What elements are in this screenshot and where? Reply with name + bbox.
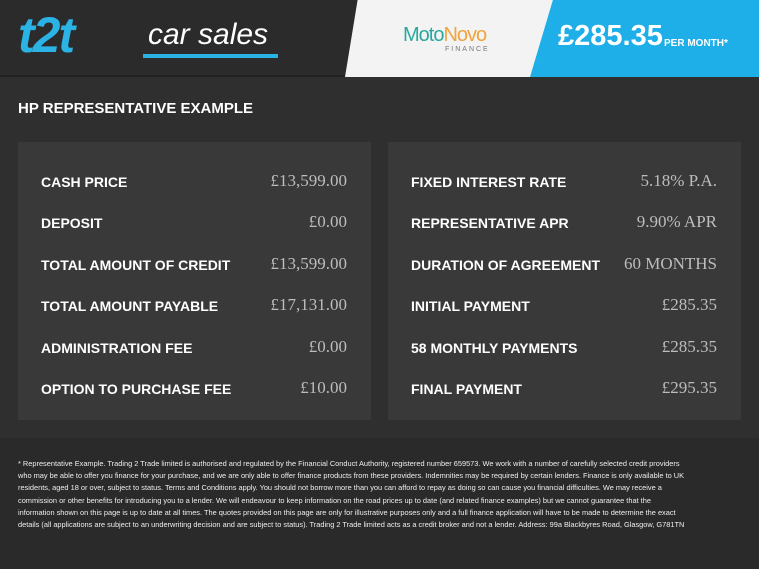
finance-value: £13,599.00: [270, 171, 348, 190]
lender-novo: Novo: [443, 24, 487, 46]
disclaimer-text: * Representative Example. Trading 2 Trad…: [18, 459, 685, 530]
section-title: HP REPRESENTATIVE EXAMPLE: [18, 100, 254, 117]
finance-row: CASH PRICE £13,599.00: [41, 171, 348, 194]
logo-underline: [143, 54, 278, 58]
finance-row: FINAL PAYMENT £295.35: [411, 378, 717, 401]
monthly-price-banner: £285.35 PER MONTH*: [530, 0, 759, 77]
logo-main-text: t2t: [18, 7, 75, 63]
finance-label: ADMINISTRATION FEE: [41, 340, 193, 356]
finance-row: DEPOSIT £0.00: [41, 212, 347, 235]
finance-row: 58 MONTHLY PAYMENTS £285.35: [411, 337, 717, 360]
finance-panel-right: FIXED INTEREST RATE 5.18% P.A. REPRESENTAT…: [388, 142, 741, 420]
finance-row: INITIAL PAYMENT £285.35: [411, 295, 717, 318]
finance-label: 58 MONTHLY PAYMENTS: [411, 340, 578, 356]
finance-label: OPTION TO PURCHASE FEE: [41, 381, 232, 397]
finance-value: £285.35: [661, 295, 717, 314]
lender-moto: Moto: [403, 24, 444, 46]
finance-label: INITIAL PAYMENT: [411, 298, 530, 314]
motonovo-finance-logo: MotoNovo FINANCE: [345, 0, 555, 77]
disclaimer-footer: * Representative Example. Trading 2 Trad…: [0, 438, 759, 569]
finance-value: £10.00: [300, 378, 347, 397]
t2t-car-sales-logo[interactable]: t2t car sales: [18, 7, 283, 63]
finance-row: TOTAL AMOUNT PAYABLE £17,131.00: [41, 295, 348, 318]
finance-panel-left: CASH PRICE £13,599.00 DEPOSIT £0.00 TOTAL AM…: [18, 142, 371, 420]
finance-row: FIXED INTEREST RATE 5.18% P.A.: [411, 171, 717, 194]
lender-finance: FINANCE: [445, 46, 490, 53]
finance-label: FINAL PAYMENT: [411, 381, 522, 397]
finance-row: ADMINISTRATION FEE £0.00: [41, 337, 347, 360]
finance-value: £0.00: [308, 337, 347, 356]
finance-value: £285.35: [661, 337, 717, 356]
finance-label: DURATION OF AGREEMENT: [411, 257, 600, 273]
finance-row: REPRESENTATIVE APR 9.90% APR: [411, 212, 717, 235]
finance-label: TOTAL AMOUNT OF CREDIT: [41, 257, 231, 273]
monthly-price: £285.35: [558, 20, 663, 52]
finance-value: £0.00: [308, 212, 347, 231]
finance-row: OPTION TO PURCHASE FEE £10.00: [41, 378, 347, 401]
finance-row: DURATION OF AGREEMENT 60 MONTHS: [411, 254, 717, 277]
finance-value: 5.18% P.A.: [640, 171, 717, 190]
logo-sub-text: car sales: [148, 18, 269, 51]
finance-label: DEPOSIT: [41, 215, 103, 231]
header: t2t car sales MotoNovo FINANCE £285.35 P…: [0, 0, 759, 77]
finance-label: CASH PRICE: [41, 174, 128, 190]
per-month-label: PER MONTH*: [664, 38, 728, 49]
finance-label: FIXED INTEREST RATE: [411, 174, 567, 190]
finance-value: £17,131.00: [270, 295, 348, 314]
finance-value: 60 MONTHS: [623, 254, 717, 273]
finance-label: REPRESENTATIVE APR: [411, 215, 569, 231]
finance-value: £295.35: [661, 378, 717, 397]
finance-value: £13,599.00: [270, 254, 348, 273]
finance-row: TOTAL AMOUNT OF CREDIT £13,599.00: [41, 254, 348, 277]
finance-value: 9.90% APR: [636, 212, 717, 231]
finance-label: TOTAL AMOUNT PAYABLE: [41, 298, 219, 314]
